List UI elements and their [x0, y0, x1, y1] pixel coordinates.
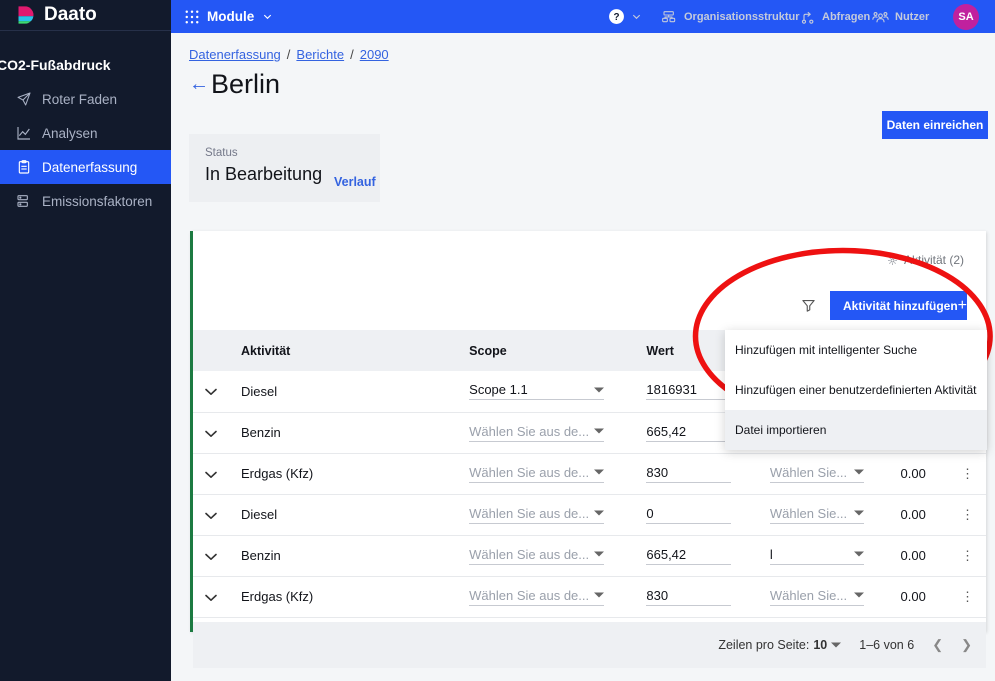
svg-text:?: ?: [613, 12, 619, 23]
